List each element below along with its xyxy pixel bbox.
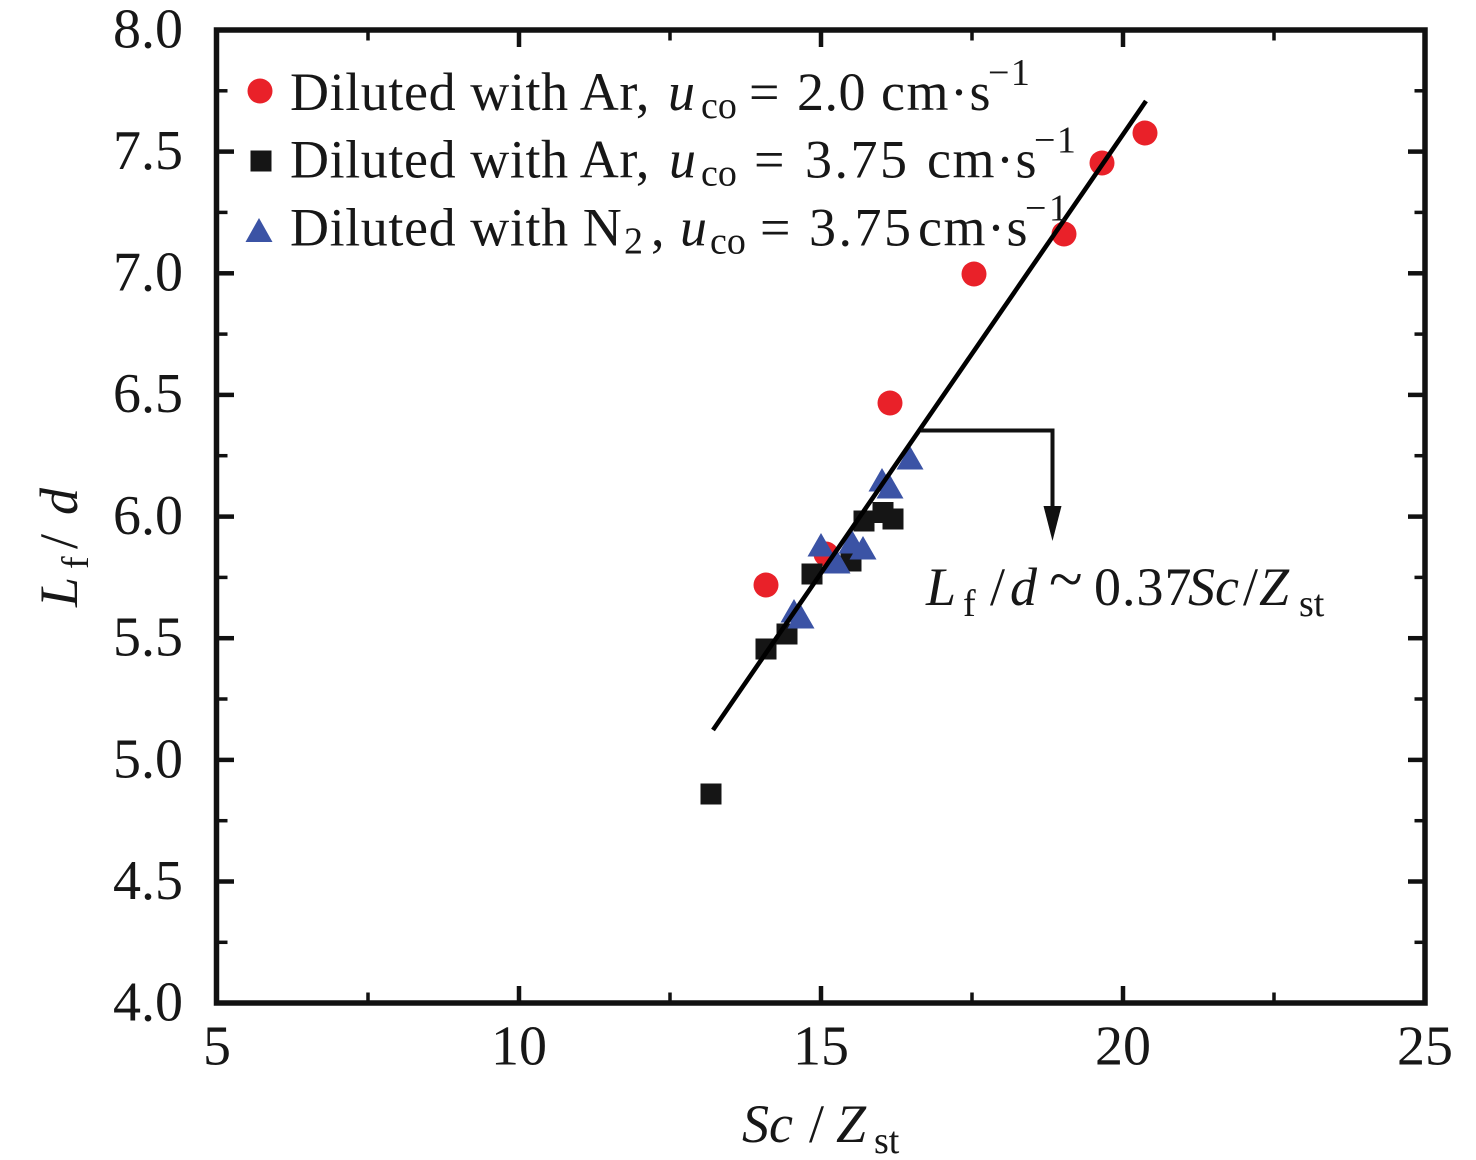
svg-text:6.5: 6.5 [113,363,183,425]
svg-text:L: L [29,577,89,608]
svg-text:u: u [668,62,695,122]
svg-text:f: f [963,583,976,625]
svg-text:/: / [29,534,89,549]
svg-text:5.0: 5.0 [113,729,183,791]
svg-text:f: f [55,556,97,569]
svg-text:u: u [680,198,707,258]
svg-text:co: co [701,153,737,195]
svg-text:4.0: 4.0 [113,972,183,1034]
svg-text:/: / [990,557,1005,617]
svg-text:15: 15 [793,1016,849,1078]
svg-text:2.0: 2.0 [797,62,866,122]
svg-text:co: co [710,221,746,263]
svg-text:/: / [1243,557,1258,617]
svg-text:Diluted with Ar,: Diluted with Ar, [290,130,650,190]
svg-text:Z: Z [836,1094,867,1154]
svg-text:Sc: Sc [1188,557,1239,617]
svg-text:25: 25 [1397,1016,1453,1078]
svg-text:5.5: 5.5 [113,607,183,669]
svg-text:10: 10 [491,1016,547,1078]
svg-text:0.37: 0.37 [1094,557,1193,617]
svg-text:d: d [29,487,89,515]
svg-text:L: L [925,557,956,617]
svg-text:Diluted with N: Diluted with N [290,198,622,258]
svg-text:cm·s: cm·s [881,62,992,122]
svg-text:Z: Z [1259,557,1290,617]
svg-text:5: 5 [203,1016,231,1078]
svg-text:/: / [809,1094,824,1154]
svg-text:−1: −1 [988,52,1031,94]
svg-text:cm·s: cm·s [927,130,1038,190]
svg-text:2: 2 [624,221,643,263]
svg-text:Sc: Sc [742,1094,793,1154]
svg-text:st: st [1299,583,1325,625]
svg-text:Diluted with Ar,: Diluted with Ar, [290,62,650,122]
svg-text:=: = [760,198,790,258]
svg-text:=: = [754,130,784,190]
svg-text:cm·s: cm·s [918,198,1029,258]
svg-text:,: , [651,198,665,258]
svg-text:7.5: 7.5 [113,120,183,182]
svg-text:−1: −1 [1034,120,1077,162]
svg-text:d: d [1010,557,1038,617]
svg-text:20: 20 [1095,1016,1151,1078]
svg-text:6.0: 6.0 [113,485,183,547]
svg-text:st: st [874,1120,900,1160]
svg-text:3.75: 3.75 [805,130,910,190]
svg-text:=: = [749,62,779,122]
svg-text:3.75: 3.75 [809,198,914,258]
svg-text:−1: −1 [1025,188,1070,230]
svg-text:u: u [669,130,696,190]
svg-text:8.0: 8.0 [113,0,183,61]
svg-text:~: ~ [1049,546,1083,614]
svg-text:co: co [701,85,737,127]
svg-text:7.0: 7.0 [113,242,183,304]
svg-text:4.5: 4.5 [113,850,183,912]
